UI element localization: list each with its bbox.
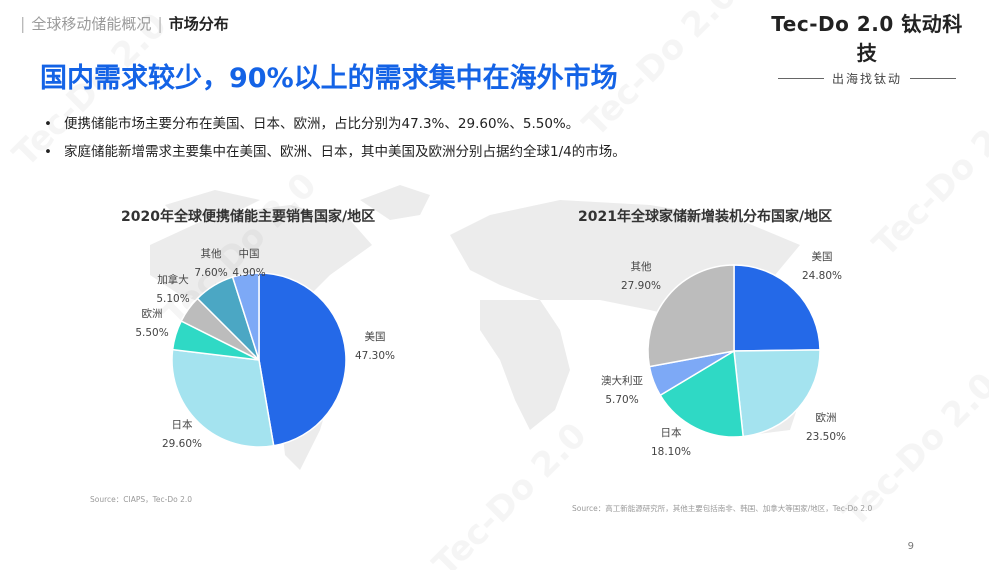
- brand-tagline: 出海找钛动: [831, 72, 902, 86]
- pie-label-0-1: 日本: [172, 418, 193, 431]
- divider: [777, 78, 824, 79]
- brand-logo: Tec-Do 2.0 钛动科技 出海找钛动: [767, 8, 967, 87]
- bullet-item: 家庭储能新增需求主要集中在美国、欧洲、日本，其中美国及欧洲分别占据约全球1/4的…: [44, 138, 626, 166]
- pie-slice-0-1: [171, 348, 275, 448]
- pie-slice-1-2: [659, 349, 744, 438]
- pie-label-1-4: 其他: [631, 260, 652, 273]
- chart-source-home: Source：高工新能源研究所，其他主要包括南非、韩国、加拿大等国家/地区，Te…: [572, 504, 873, 513]
- breadcrumb: | 全球移动储能概况 | 市场分布: [14, 12, 229, 34]
- breadcrumb-subsection: 市场分布: [168, 14, 229, 33]
- pie-label-0-5: 中国: [239, 247, 260, 260]
- pie-value-label-0-1: 29.60%: [162, 438, 202, 450]
- brand-tagline-row: 出海找钛动: [767, 70, 967, 87]
- breadcrumb-separator: |: [20, 13, 26, 33]
- pie-value-label-0-3: 5.10%: [156, 293, 189, 305]
- pie-value-label-0-0: 47.30%: [355, 350, 395, 362]
- pie-value-label-1-0: 24.80%: [802, 270, 842, 282]
- pie-label-1-2: 日本: [661, 426, 682, 439]
- pie-slice-1-4: [647, 264, 735, 368]
- page-number: 9: [907, 541, 914, 552]
- pie-label-1-0: 美国: [812, 250, 833, 263]
- pie-label-1-1: 欧洲: [816, 412, 837, 424]
- bullet-list: 便携储能市场主要分布在美国、日本、欧洲，占比分别为47.3%、29.60%、5.…: [44, 110, 626, 166]
- divider: [910, 78, 956, 79]
- page-title: 国内需求较少，90%以上的需求集中在海外市场: [40, 63, 618, 94]
- pie-slice-0-5: [231, 272, 260, 361]
- pie-value-label-0-2: 5.50%: [135, 327, 168, 339]
- pie-label-0-0: 美国: [365, 330, 386, 343]
- pie-slice-1-1: [733, 349, 821, 438]
- pie-slice-0-0: [258, 272, 347, 447]
- pie-value-label-0-5: 4.90%: [232, 267, 265, 279]
- pie-value-label-1-2: 18.10%: [651, 446, 691, 458]
- chart-title-portable: 2020年全球便携储能主要销售国家/地区: [121, 209, 376, 225]
- pie-slice-1-0: [733, 264, 821, 352]
- breadcrumb-section: 全球移动储能概况: [31, 14, 152, 33]
- pie-label-0-4: 其他: [201, 247, 222, 260]
- chart-source-portable: Source：CIAPS，Tec-Do 2.0: [90, 495, 193, 504]
- bullet-item: 便携储能市场主要分布在美国、日本、欧洲，占比分别为47.3%、29.60%、5.…: [44, 110, 626, 138]
- breadcrumb-separator: |: [157, 13, 163, 33]
- pie-value-label-0-4: 7.60%: [194, 267, 227, 279]
- pie-value-label-1-1: 23.50%: [806, 431, 846, 443]
- chart-title-home: 2021年全球家储新增装机分布国家/地区: [578, 209, 833, 225]
- pie-label-0-2: 欧洲: [142, 308, 163, 320]
- pie-label-1-3: 澳大利亚: [601, 374, 643, 387]
- brand-name: Tec-Do 2.0 钛动科技: [771, 12, 963, 65]
- pie-value-label-1-3: 5.70%: [605, 394, 638, 406]
- pie-label-0-3: 加拿大: [157, 273, 189, 286]
- pie-value-label-1-4: 27.90%: [621, 280, 661, 292]
